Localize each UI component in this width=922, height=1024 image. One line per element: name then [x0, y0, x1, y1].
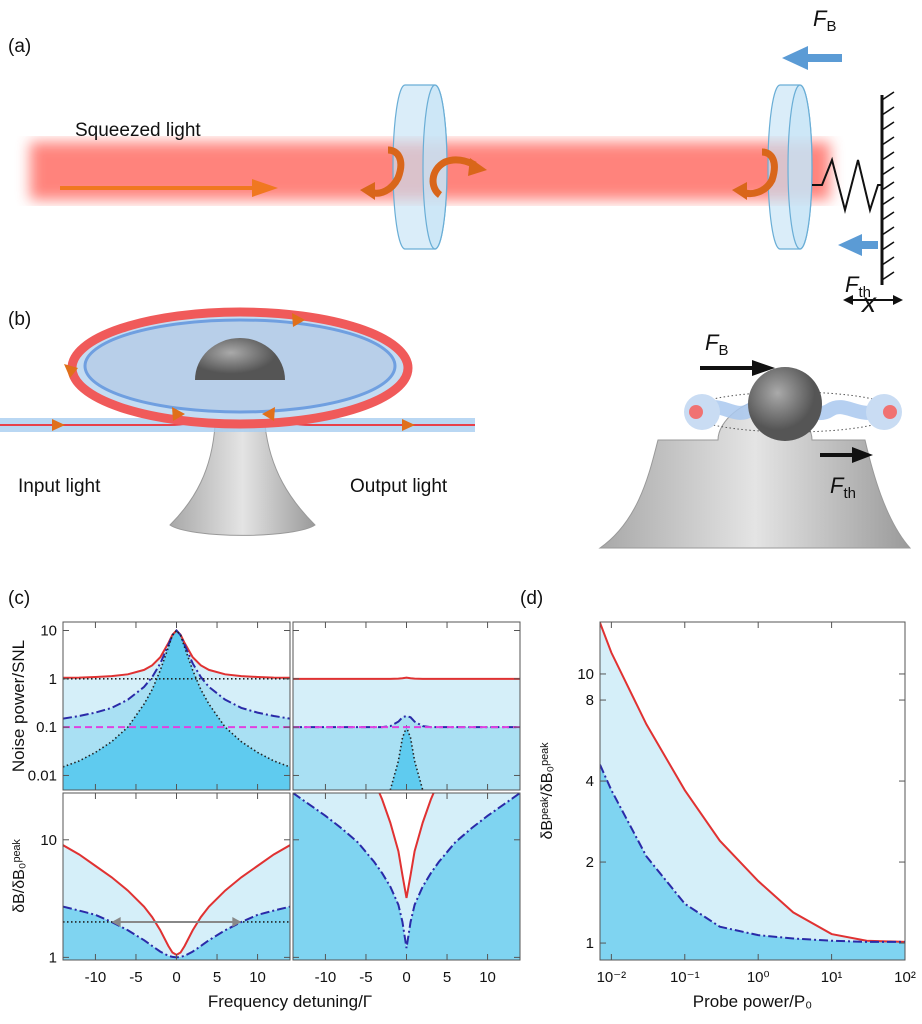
y-tick-label: 10 [577, 666, 594, 683]
subscript: th [843, 485, 856, 502]
x-tick-label: 10¹ [821, 969, 843, 986]
y-axis-label: Noise power/SNL [9, 640, 28, 772]
y-tick-label: 10 [40, 832, 57, 849]
y-tick-label: 0.01 [28, 767, 57, 784]
y-tick-label: 1 [586, 935, 594, 952]
x-tick-label: 10⁻² [597, 969, 627, 986]
subscript: B [718, 342, 728, 359]
y-tick-label: 4 [586, 773, 594, 790]
page: (a) Squeezed light FB Fth (b) Input ligh… [0, 0, 922, 1024]
x-tick-label: 10⁰ [747, 969, 770, 986]
x-tick-label: -5 [359, 969, 372, 986]
x-axis-label: Frequency detuning/Γ [208, 992, 372, 1011]
arrowhead [838, 234, 862, 256]
plot-area [293, 622, 520, 790]
figure: (a) Squeezed light FB Fth (b) Input ligh… [0, 0, 922, 1024]
x-tick-label: 0 [172, 969, 180, 986]
x-tick-label: -10 [85, 969, 107, 986]
y-axis-label: δB/δB₀ᵖᵉᵃᵏ [11, 839, 28, 913]
port-label: Input light [18, 476, 101, 497]
pedestal [170, 425, 315, 535]
force-label: FB [813, 6, 836, 35]
arrowhead [893, 295, 903, 305]
y-axis-label: δBᵖᵉᵃᵏ/δB₀ᵖᵉᵃᵏ [539, 742, 556, 840]
plot-area [600, 622, 905, 960]
beam-label: Squeezed light [75, 120, 201, 141]
subscript: B [826, 18, 836, 35]
hotspot [689, 405, 703, 419]
x-tick-label: 10² [894, 969, 916, 986]
x-tick-label: 0 [402, 969, 410, 986]
panel-label: (d) [520, 588, 543, 609]
panel-label: (a) [8, 36, 31, 57]
y-tick-label: 0.1 [36, 719, 57, 736]
port-label: Output light [350, 476, 448, 497]
plot-area [63, 622, 290, 790]
x-axis-label: Probe power/P₀ [693, 992, 813, 1011]
wall-hatch [882, 92, 894, 280]
y-tick-label: 1 [49, 671, 57, 688]
y-tick-label: 2 [586, 854, 594, 871]
particle [748, 367, 822, 441]
x-tick-label: 5 [213, 969, 221, 986]
arrowhead [782, 46, 808, 70]
panel-label: (b) [8, 309, 31, 330]
displacement-label: x [860, 287, 877, 318]
panel-label: (c) [8, 588, 30, 609]
x-tick-label: 10⁻¹ [670, 969, 700, 986]
force-label: FB [705, 330, 728, 359]
x-tick-label: -10 [315, 969, 337, 986]
plot-area [63, 793, 290, 960]
x-tick-label: 10 [479, 969, 496, 986]
y-tick-label: 8 [586, 692, 594, 709]
x-tick-label: 10 [249, 969, 266, 986]
y-tick-label: 1 [49, 949, 57, 966]
y-tick-label: 10 [40, 623, 57, 640]
x-tick-label: 5 [443, 969, 451, 986]
hotspot [883, 405, 897, 419]
x-tick-label: -5 [129, 969, 142, 986]
